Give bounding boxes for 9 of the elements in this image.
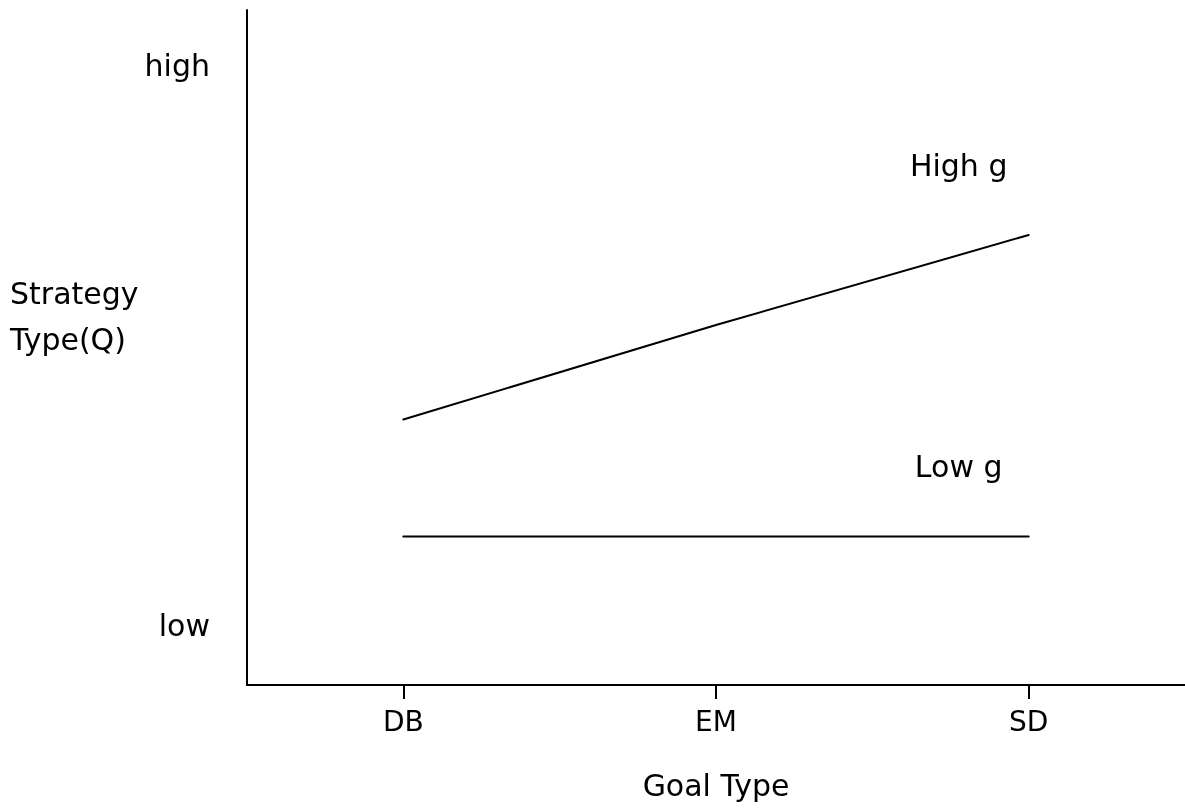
series-label: High g xyxy=(909,147,1008,183)
y-axis-title: Strategy Type(Q) xyxy=(9,275,149,357)
x-tick-label: EM xyxy=(695,704,737,738)
x-tick-label: SD xyxy=(1008,704,1049,738)
x-axis-title: Goal Type xyxy=(642,767,790,803)
x-tick-label: DB xyxy=(382,704,424,738)
text: low xyxy=(158,607,211,643)
text: high xyxy=(144,47,210,83)
series-label: Low g xyxy=(914,449,1003,484)
